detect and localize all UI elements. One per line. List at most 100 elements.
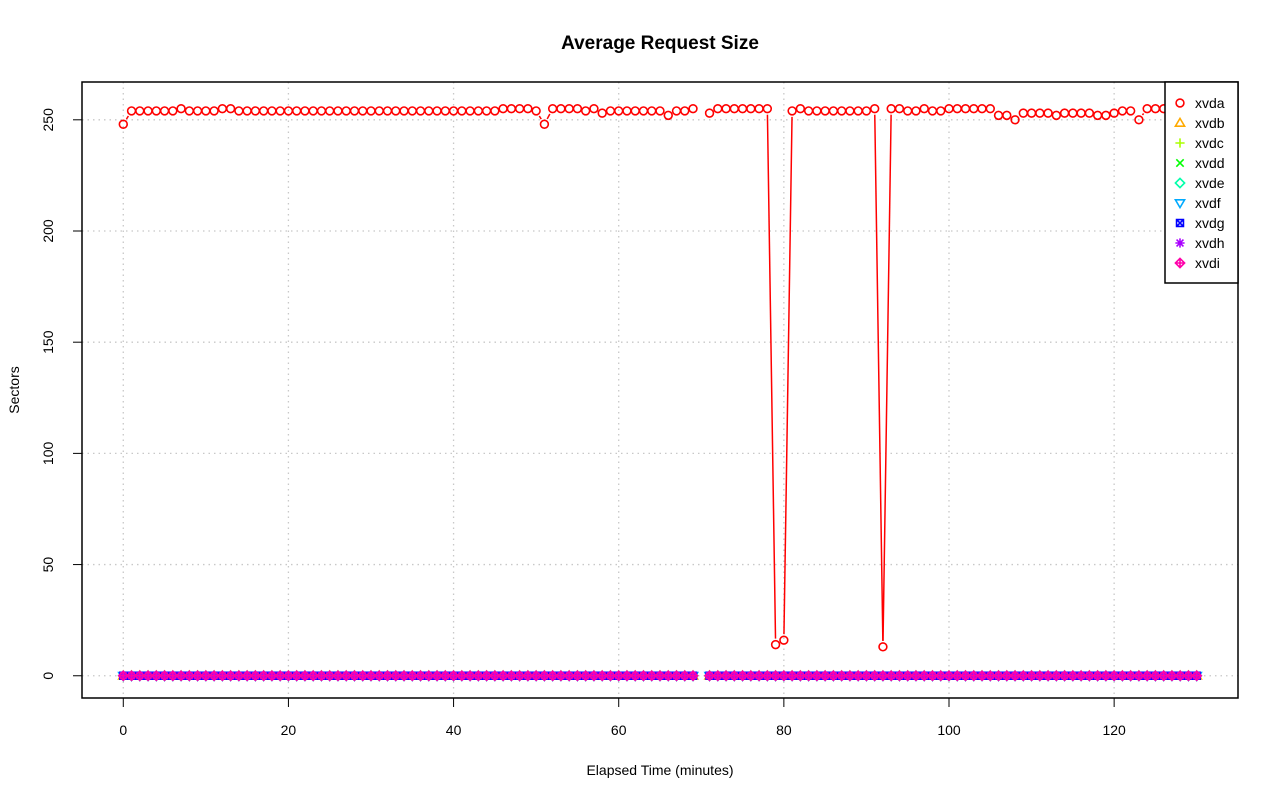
data-point (415, 106, 426, 116)
data-point (638, 106, 649, 116)
legend-label: xvdg (1195, 215, 1225, 231)
data-point (275, 106, 285, 116)
data-point (869, 103, 880, 114)
series-line-segment (874, 114, 884, 641)
data-point (531, 106, 541, 116)
data-point (1125, 106, 1136, 116)
data-point (688, 103, 698, 114)
y-tick-label: 0 (40, 672, 56, 680)
data-point (886, 103, 896, 114)
data-point (250, 106, 261, 116)
data-point (1084, 108, 1095, 118)
legend-label: xvde (1195, 175, 1225, 191)
data-point (217, 103, 228, 114)
data-point (523, 103, 533, 114)
data-point (878, 642, 888, 652)
data-point (828, 106, 839, 116)
data-point (1059, 108, 1070, 118)
data-point (919, 103, 929, 114)
legend-marker (1174, 116, 1186, 128)
series-line-segment (546, 113, 551, 120)
legend-marker (1175, 138, 1185, 148)
data-point (308, 106, 318, 116)
series-line-segment (882, 114, 892, 641)
data-point (1068, 108, 1078, 118)
data-point (168, 106, 178, 116)
data-point (597, 108, 607, 118)
data-point (291, 106, 302, 116)
data-point (770, 639, 781, 650)
series-layer (117, 103, 1203, 682)
data-point (729, 103, 740, 114)
data-point (671, 106, 682, 116)
data-point (737, 103, 748, 114)
x-tick-label: 100 (937, 722, 961, 738)
data-point (382, 106, 393, 116)
data-point (564, 103, 574, 114)
data-point (258, 106, 269, 116)
data-point (242, 106, 252, 116)
data-point (391, 106, 401, 116)
legend-item-xvdb: xvdb (1174, 115, 1225, 131)
data-point (514, 103, 525, 114)
series-line-segment (766, 114, 777, 639)
data-point (713, 103, 723, 114)
data-point (911, 106, 921, 116)
x-tick-label: 40 (446, 722, 462, 738)
legend-marker (1174, 198, 1186, 210)
data-point (1002, 110, 1012, 121)
data-point (721, 103, 731, 114)
legend-item-xvdi: xvdi (1174, 255, 1220, 271)
series-xvda (118, 103, 1202, 652)
legend-label: xvdd (1195, 155, 1225, 171)
series-line-segment (1141, 113, 1145, 116)
x-tick-label: 20 (281, 722, 297, 738)
series-line-segment (783, 116, 793, 635)
data-point (267, 106, 277, 116)
data-point (407, 106, 417, 116)
data-point (556, 103, 566, 114)
data-point (1051, 110, 1062, 121)
data-point (795, 103, 806, 114)
legend-item-xvdh: xvdh (1175, 235, 1225, 251)
data-point (993, 110, 1004, 121)
data-point (1101, 110, 1111, 121)
data-point (159, 106, 170, 116)
data-point (547, 103, 558, 114)
legend: xvda xvdb xvdc xvdd xvde xvdf xvdg xvdh xvdi (1164, 81, 1239, 284)
x-tick-label: 120 (1102, 722, 1126, 738)
data-point (1092, 110, 1103, 121)
data-point (605, 106, 616, 116)
legend-label: xvdh (1195, 235, 1225, 251)
x-tick-label: 60 (611, 722, 627, 738)
y-tick-label: 100 (40, 441, 56, 465)
plot-frame (81, 81, 1239, 699)
legend-item-xvdg: xvdg (1175, 215, 1225, 231)
series-line-segment (538, 115, 542, 120)
legend-item-xvdc: xvdc (1175, 135, 1224, 151)
data-point (234, 106, 244, 116)
data-point (762, 103, 773, 114)
legend-item-xvdf: xvdf (1174, 195, 1221, 211)
data-point (687, 670, 699, 682)
data-point (399, 106, 409, 116)
data-point (490, 106, 500, 116)
data-point (894, 103, 905, 114)
y-tick-label: 200 (40, 219, 56, 243)
data-point (341, 106, 351, 116)
legend-item-xvde: xvde (1174, 175, 1225, 191)
data-point (952, 103, 962, 114)
data-point (184, 106, 195, 116)
x-tick-label: 80 (776, 722, 792, 738)
y-tick-label: 250 (40, 108, 56, 132)
data-point (498, 103, 508, 114)
data-point (1117, 106, 1128, 116)
data-point (300, 106, 310, 116)
series-line-segment (125, 115, 130, 120)
legend-box (1164, 81, 1239, 284)
data-point (366, 106, 376, 116)
data-point (960, 103, 971, 114)
data-point (853, 106, 863, 116)
data-point (358, 106, 368, 116)
